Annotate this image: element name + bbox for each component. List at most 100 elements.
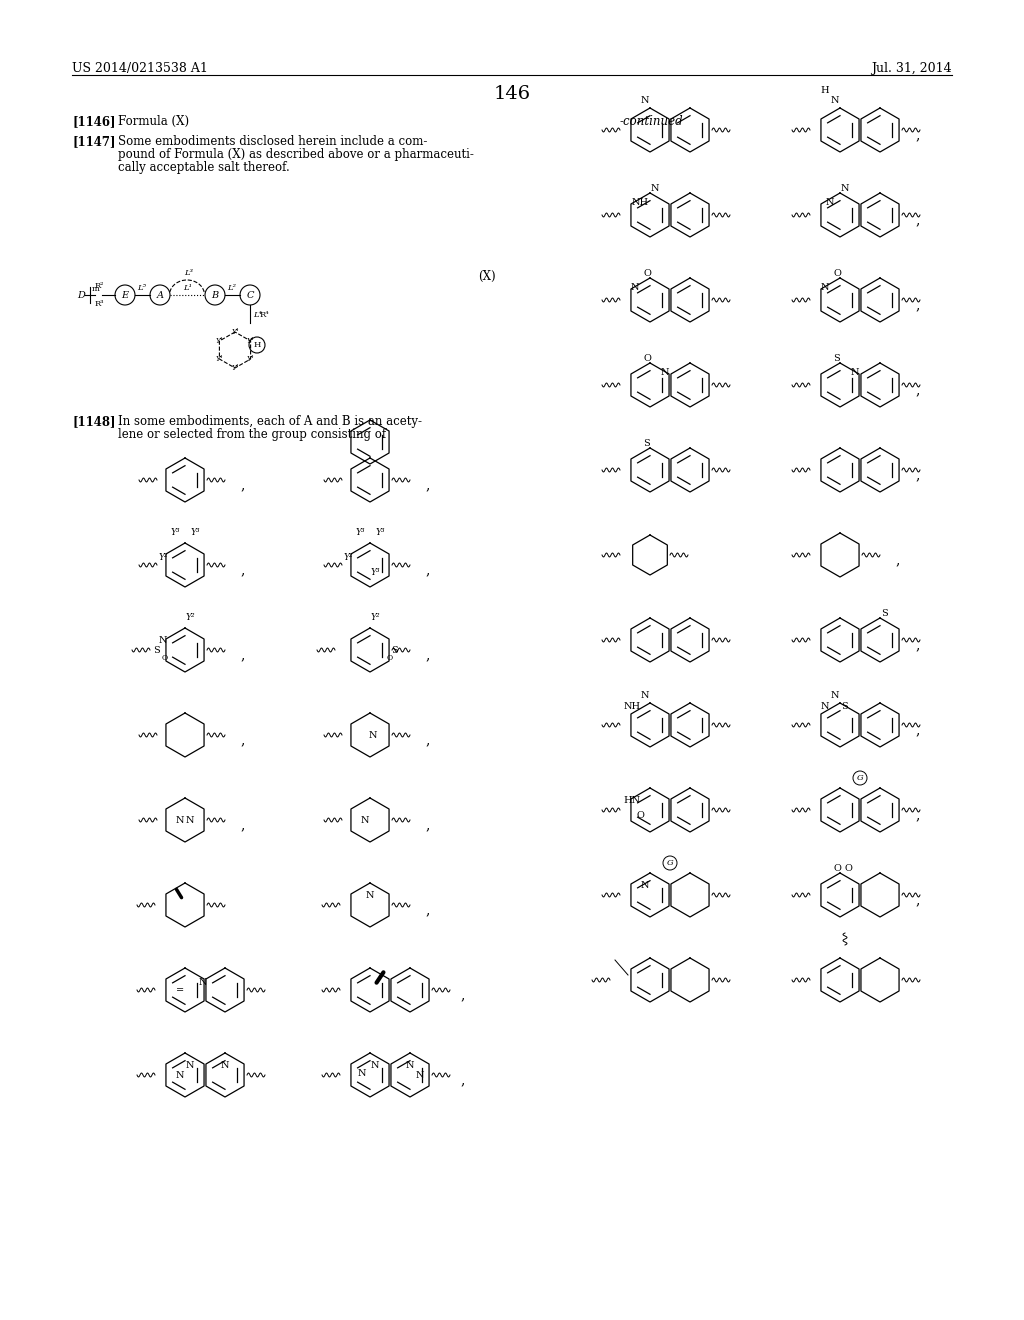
Text: O: O [834, 865, 841, 873]
Text: H: H [820, 86, 829, 95]
Text: S: S [391, 645, 398, 655]
Text: G: G [667, 859, 674, 867]
Text: pound of Formula (X) as described above or a pharmaceuti-: pound of Formula (X) as described above … [118, 148, 474, 161]
Text: N: N [357, 1069, 367, 1078]
Text: Y⁴: Y⁴ [247, 337, 254, 345]
Text: Y²: Y² [371, 612, 380, 622]
Text: N: N [199, 978, 207, 987]
Text: Y⁴: Y⁴ [216, 355, 223, 363]
Text: Y⁴: Y⁴ [231, 327, 239, 337]
Text: L¹: L¹ [183, 284, 193, 292]
Text: N: N [366, 891, 374, 900]
Text: ,: , [425, 733, 429, 747]
Text: S: S [834, 354, 841, 363]
Text: R³: R³ [95, 300, 104, 308]
Text: ,: , [425, 818, 429, 832]
Text: N: N [159, 636, 167, 645]
Text: NH: NH [624, 702, 641, 711]
Text: O: O [643, 269, 651, 279]
Text: L³: L³ [184, 269, 194, 277]
Text: -continued: -continued [620, 115, 684, 128]
Text: S: S [842, 702, 848, 711]
Text: (X): (X) [478, 271, 496, 282]
Text: G: G [857, 774, 863, 781]
Text: Y³: Y³ [190, 528, 200, 537]
Text: N: N [650, 183, 659, 193]
Text: ,: , [915, 128, 920, 143]
Text: N: N [641, 690, 649, 700]
Text: N: N [851, 368, 859, 378]
Text: ,: , [240, 733, 245, 747]
Text: ,: , [915, 723, 920, 737]
Text: R²: R² [95, 282, 104, 290]
Text: A: A [157, 290, 164, 300]
Text: N: N [360, 816, 370, 825]
Text: ,: , [915, 383, 920, 397]
Text: N: N [369, 731, 377, 741]
Text: ,: , [425, 564, 429, 577]
Text: N: N [185, 1061, 195, 1071]
Text: N: N [221, 1061, 229, 1071]
Text: ,: , [240, 818, 245, 832]
Text: S: S [882, 609, 889, 618]
Text: Jul. 31, 2014: Jul. 31, 2014 [871, 62, 952, 75]
Text: N: N [825, 198, 835, 207]
Text: ,: , [240, 564, 245, 577]
Text: =: = [176, 986, 184, 995]
Text: L²: L² [227, 284, 237, 292]
Text: HN: HN [624, 796, 641, 805]
Text: Y⁴: Y⁴ [231, 364, 239, 372]
Text: H: H [253, 341, 261, 348]
Text: N: N [641, 96, 649, 106]
Text: Y³: Y³ [170, 528, 180, 537]
Text: N: N [841, 183, 849, 193]
Text: N: N [176, 1071, 184, 1080]
Text: S: S [154, 645, 161, 655]
Text: N: N [821, 702, 829, 711]
Text: L⁵: L⁵ [137, 284, 146, 292]
Text: O: O [844, 865, 852, 873]
Text: Y⁴: Y⁴ [247, 355, 254, 363]
Text: ,: , [915, 298, 920, 312]
Text: ,: , [895, 553, 899, 568]
Text: Y³: Y³ [375, 528, 385, 537]
Text: ,: , [240, 478, 245, 492]
Text: N: N [185, 816, 195, 825]
Text: ,: , [915, 638, 920, 652]
Text: O: O [636, 810, 644, 820]
Text: O: O [387, 653, 393, 663]
Text: S: S [644, 440, 650, 447]
Text: Y²: Y² [158, 553, 168, 562]
Text: Y³: Y³ [371, 568, 380, 577]
Text: N: N [821, 282, 829, 292]
Text: N: N [641, 880, 649, 890]
Text: Y²: Y² [343, 553, 353, 562]
Text: ,: , [240, 648, 245, 663]
Text: B: B [211, 290, 218, 300]
Text: N: N [830, 96, 840, 106]
Text: ,: , [460, 1073, 464, 1086]
Text: ,: , [915, 808, 920, 822]
Text: Y⁴: Y⁴ [216, 337, 223, 345]
Text: D: D [77, 290, 85, 300]
Text: ,: , [425, 478, 429, 492]
Text: L⁴: L⁴ [253, 312, 262, 319]
Text: ,: , [915, 894, 920, 907]
Text: ,: , [425, 903, 429, 917]
Text: N: N [416, 1071, 424, 1080]
Text: N: N [830, 690, 840, 700]
Text: m: m [92, 285, 100, 293]
Text: Some embodiments disclosed herein include a com-: Some embodiments disclosed herein includ… [118, 135, 427, 148]
Text: lene or selected from the group consisting of: lene or selected from the group consisti… [118, 428, 386, 441]
Text: N: N [631, 282, 639, 292]
Text: N: N [371, 1061, 379, 1071]
Text: O: O [162, 653, 168, 663]
Text: N: N [660, 368, 670, 378]
Text: [1148]: [1148] [72, 414, 116, 428]
Text: ,: , [425, 648, 429, 663]
Text: Y²: Y² [185, 612, 195, 622]
Text: In some embodiments, each of A and B is an acety-: In some embodiments, each of A and B is … [118, 414, 422, 428]
Text: N: N [406, 1061, 415, 1071]
Text: C: C [246, 290, 254, 300]
Text: ,: , [460, 987, 464, 1002]
